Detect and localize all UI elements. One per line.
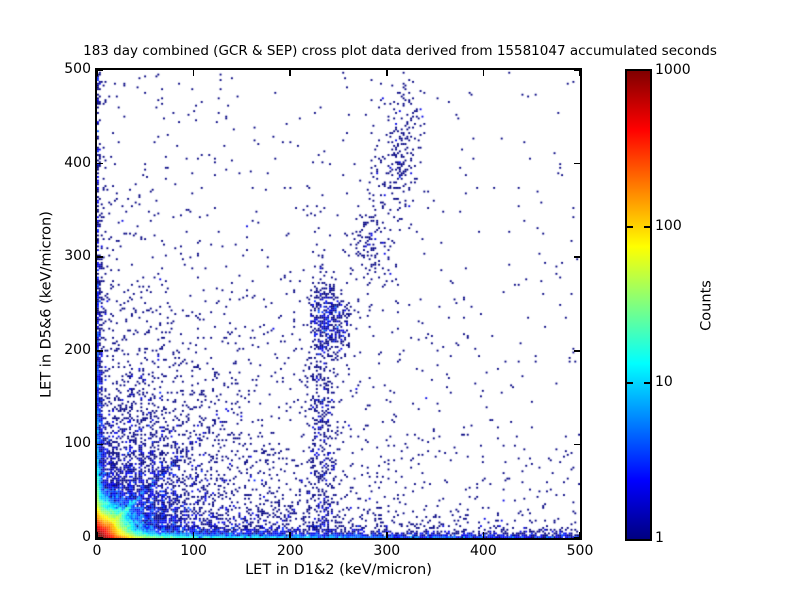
tick-mark [96,532,98,538]
y-tick-label: 100 [64,435,91,452]
tick-mark [574,443,580,446]
tick-mark [574,69,580,71]
x-axis-label: LET in D1&2 (keV/micron) [245,562,432,578]
colorbar-tick-mark [644,382,650,384]
colorbar [627,71,650,539]
y-tick-label: 200 [64,341,91,358]
tick-mark [192,70,195,76]
x-tick-label: 300 [373,543,401,559]
colorbar-tick-mark [627,382,633,384]
colorbar-tick-label: 100 [655,218,682,234]
chart-title-line1: 183 day combined (GCR & SEP) cross plot … [83,43,717,59]
tick-mark [482,70,485,76]
colorbar-axis-label: Counts [698,280,715,331]
x-tick-label: 200 [276,543,304,559]
x-tick-label: 0 [92,543,102,559]
tick-mark [386,532,388,538]
y-tick-label: 300 [64,248,91,265]
tick-mark [97,443,103,446]
tick-mark [97,69,103,71]
colorbar-tick-mark [644,226,650,228]
plot-area [96,69,581,539]
tick-mark [289,532,291,538]
tick-mark [97,256,103,258]
y-axis-label: LET in D5&6 (keV/micron) [38,211,55,398]
tick-mark [289,70,291,76]
colorbar-tick-label: 10 [655,374,673,390]
x-tick-label: 400 [470,543,497,559]
tick-mark [96,70,98,76]
tick-mark [192,532,195,538]
y-tick-label: 0 [82,529,91,545]
colorbar-tick-label: 1000 [655,62,691,78]
y-tick-label: 500 [64,61,91,77]
tick-mark [574,537,580,539]
tick-mark [97,350,103,352]
tick-mark [482,532,485,538]
tick-mark [386,70,388,76]
tick-mark [579,532,581,538]
tick-mark [574,256,580,258]
x-tick-label: 500 [566,543,594,559]
heatmap-canvas [97,70,580,538]
tick-mark [574,162,580,165]
x-tick-label: 100 [180,543,207,559]
tick-mark [97,162,103,165]
tick-mark [97,537,103,539]
tick-mark [574,350,580,352]
colorbar-tick-label: 1 [655,530,664,546]
tick-mark [579,70,581,76]
colorbar-tick-mark [627,226,633,228]
y-tick-label: 400 [64,154,91,171]
